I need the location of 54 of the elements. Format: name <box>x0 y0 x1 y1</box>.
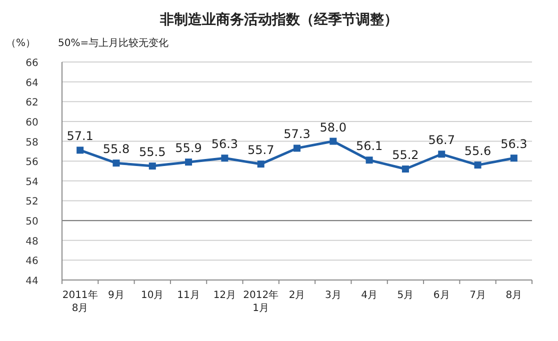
text: 55.2 <box>392 148 419 162</box>
y-tick-label: 50 <box>26 216 38 228</box>
text: 55.8 <box>102 142 130 156</box>
y-tick-label: 54 <box>26 176 38 188</box>
text: 56.1 <box>356 139 383 154</box>
point <box>438 150 446 158</box>
text: 50%=与上月比较无变化 <box>58 37 169 49</box>
text: 55.6 <box>464 144 492 158</box>
y-tick-label: 56 <box>26 157 38 168</box>
text: 56.7 <box>428 133 455 148</box>
x-tick-label: 7月 <box>470 290 486 301</box>
point <box>294 144 300 152</box>
text: 56.3 <box>500 137 528 152</box>
point <box>366 156 373 164</box>
y-tick-label: 44 <box>26 276 38 287</box>
text: 56.3 <box>211 137 238 152</box>
x-tick-label: 4月 <box>361 290 378 301</box>
point <box>221 154 228 162</box>
x-tick-label: 2012年 1月 <box>243 289 279 314</box>
chart-title: 非制造业商务活动指数（经季节调整） <box>159 11 398 28</box>
text: 57.1 <box>66 129 94 144</box>
text: 55.7 <box>247 143 274 158</box>
x-tick-label: 6月 <box>433 290 450 301</box>
y-tick-label: 46 <box>26 256 38 268</box>
y-tick-label: 52 <box>26 196 38 208</box>
y-tick-label: 58 <box>26 137 38 148</box>
text: 57.3 <box>284 127 310 142</box>
point <box>402 166 409 173</box>
x-tick-label: 12月 <box>213 290 236 301</box>
y-axis-title: （%） <box>6 38 36 49</box>
text: 58.0 <box>320 120 347 134</box>
x-tick-label: 8月 <box>506 290 522 301</box>
x-tick-label: 5月 <box>397 290 414 301</box>
x-tick-label: 11月 <box>177 290 200 301</box>
x-tick-label: 2月 <box>288 290 306 301</box>
y-tick-label: 66 <box>26 58 38 69</box>
x-tick-label: 3月 <box>324 290 342 301</box>
point <box>330 138 337 145</box>
x-tick-label: 9月 <box>108 290 124 301</box>
point <box>112 160 120 167</box>
y-tick-label: 48 <box>26 236 38 248</box>
y-tick-label: 60 <box>26 117 38 128</box>
point <box>148 162 156 170</box>
point <box>185 158 192 166</box>
point <box>257 160 264 168</box>
x-tick-label: 10月 <box>141 290 164 301</box>
point <box>510 154 518 162</box>
text: 55.9 <box>175 141 202 156</box>
x-tick-label: 2011年 8月 <box>62 289 98 314</box>
point <box>474 162 482 169</box>
y-tick-label: 64 <box>26 78 38 89</box>
y-tick-label: 62 <box>26 98 38 109</box>
point <box>76 146 84 154</box>
text: 55.5 <box>139 145 166 160</box>
